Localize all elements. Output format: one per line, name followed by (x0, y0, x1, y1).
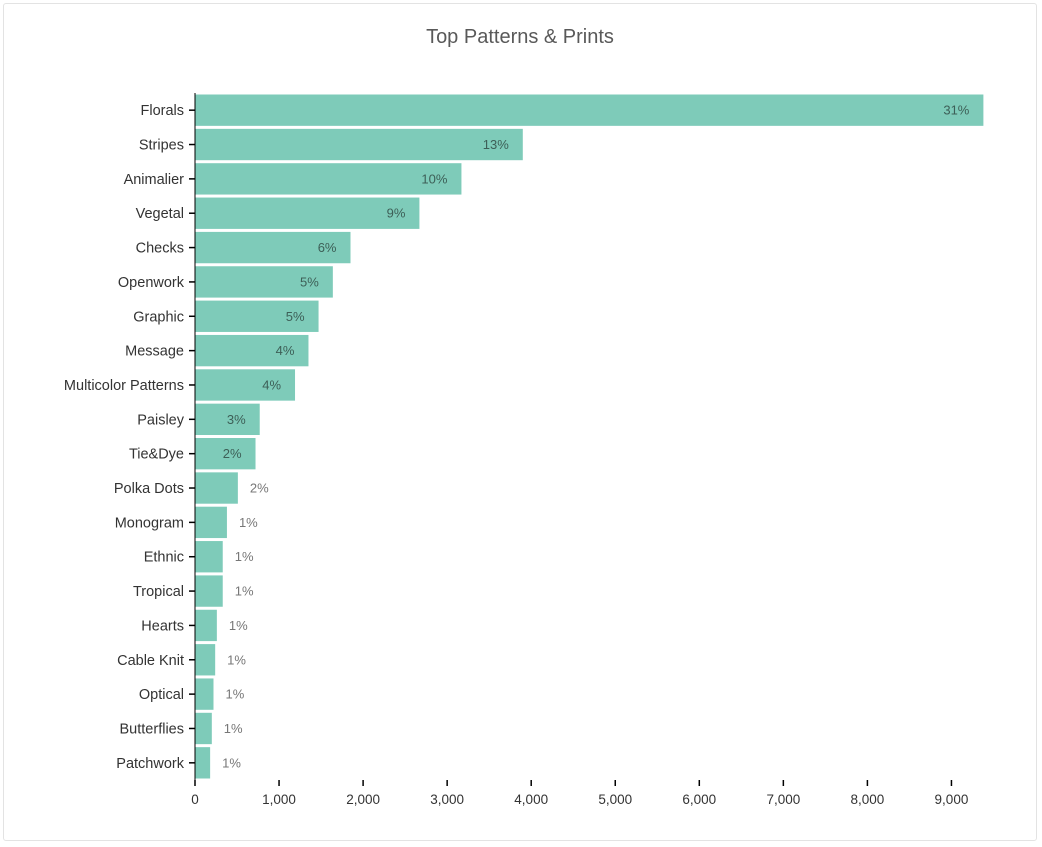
x-tick-label: 5,000 (598, 792, 632, 807)
chart-title: Top Patterns & Prints (426, 26, 614, 48)
category-label: Message (125, 344, 184, 360)
category-label: Graphic (133, 309, 184, 325)
data-label: 6% (318, 240, 337, 255)
data-label: 4% (262, 377, 281, 392)
category-label: Butterflies (120, 721, 184, 737)
x-tick-label: 6,000 (682, 792, 716, 807)
bar (195, 712, 212, 745)
category-label: Checks (136, 241, 184, 257)
category-label: Animalier (124, 172, 185, 188)
data-label: 13% (483, 137, 509, 152)
bar (195, 747, 211, 779)
data-label: 1% (229, 618, 248, 633)
category-label: Vegetal (136, 206, 184, 222)
category-label: Cable Knit (117, 653, 184, 669)
data-label: 1% (224, 721, 243, 736)
bar (195, 128, 523, 161)
data-label: 5% (286, 309, 305, 324)
category-label: Hearts (141, 618, 184, 634)
data-label: 1% (222, 755, 241, 770)
data-label: 1% (235, 584, 254, 599)
category-label: Multicolor Patterns (64, 378, 184, 394)
data-label: 2% (223, 446, 242, 461)
y-axis: Florals Stripes Animalier Vegetal Checks Open… (64, 93, 196, 780)
x-tick-label: 2,000 (346, 792, 380, 807)
bar (195, 94, 984, 126)
bar (195, 609, 217, 642)
bar (195, 403, 260, 435)
data-label: 1% (235, 549, 254, 564)
data-label: 1% (225, 687, 244, 702)
bar (195, 231, 351, 264)
bars-group: 31% 13% 10% 9% 6% 5% 5% 4% 4% 3% 2% 2% 1% 1% 1% 1% 1% 1% 1… (195, 94, 984, 779)
x-tick-label: 1,000 (262, 792, 296, 807)
bar (195, 541, 223, 573)
category-label: Optical (139, 687, 184, 703)
category-label: Tropical (133, 584, 184, 600)
bar (195, 438, 256, 470)
bar (195, 575, 223, 607)
data-label: 10% (421, 171, 447, 186)
x-tick-label: 8,000 (851, 792, 885, 807)
data-label: 31% (943, 103, 969, 118)
category-label: Openwork (118, 275, 185, 291)
data-label: 1% (227, 652, 246, 667)
x-axis: 0 1,000 2,000 3,000 4,000 5,000 6,000 7,000 8,00… (191, 780, 968, 807)
bar (195, 644, 216, 676)
category-label: Florals (140, 103, 184, 119)
x-tick-label: 7,000 (766, 792, 800, 807)
data-label: 4% (276, 343, 295, 358)
data-label: 5% (300, 274, 319, 289)
bar (195, 334, 309, 367)
x-tick-label: 0 (191, 792, 199, 807)
bar (195, 266, 333, 298)
bar (195, 678, 214, 710)
bar (195, 472, 238, 504)
category-label: Tie&Dye (129, 447, 184, 463)
category-label: Stripes (139, 138, 184, 154)
category-label: Ethnic (144, 550, 184, 566)
bar (195, 506, 227, 539)
category-label: Paisley (137, 412, 184, 428)
category-label: Polka Dots (114, 481, 184, 497)
bar (195, 369, 296, 401)
data-label: 1% (239, 515, 258, 530)
bar (195, 197, 420, 229)
bar (195, 300, 319, 332)
data-label: 2% (250, 481, 269, 496)
data-label: 3% (227, 412, 246, 427)
category-label: Monogram (115, 515, 184, 531)
bar (195, 163, 462, 195)
x-tick-label: 9,000 (935, 792, 969, 807)
x-tick-label: 4,000 (514, 792, 548, 807)
data-label: 9% (387, 206, 406, 221)
x-tick-label: 3,000 (430, 792, 464, 807)
category-label: Patchwork (116, 756, 184, 772)
